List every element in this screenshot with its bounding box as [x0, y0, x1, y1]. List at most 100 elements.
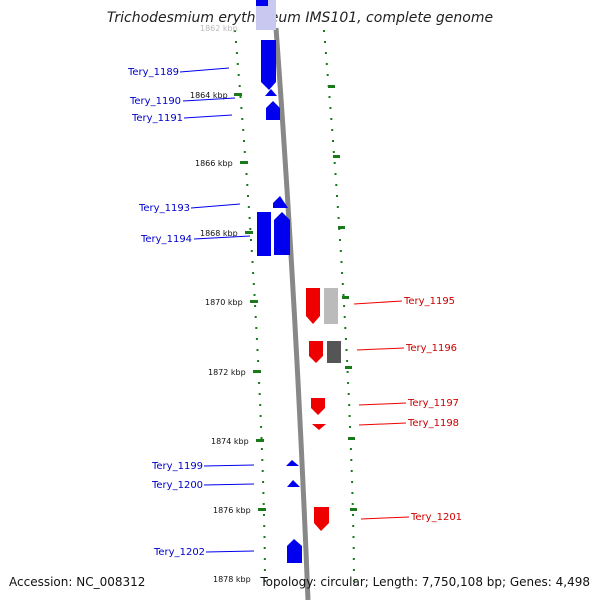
track-dot — [263, 525, 266, 527]
track-dot — [239, 96, 242, 98]
left-gene-labels: Tery_1189 Tery_1190 Tery_1191 Tery_1193 … — [127, 67, 205, 558]
gene-tery-1194a[interactable] — [257, 212, 271, 256]
track-dot — [234, 30, 236, 32]
gene-tery-1193[interactable] — [273, 196, 288, 208]
track-dot — [255, 338, 258, 340]
tick-label-1868: 1868 kbp — [200, 229, 238, 238]
track-dot — [236, 63, 239, 65]
track-dot — [352, 514, 354, 516]
label-tery-1197[interactable]: Tery_1197 — [407, 398, 459, 409]
partial-tick-label: 1862 kbp — [200, 24, 238, 33]
tick-1872 — [253, 370, 261, 373]
label-tery-1190[interactable]: Tery_1190 — [129, 96, 181, 107]
track-dot — [243, 151, 246, 153]
track-dot — [344, 327, 347, 329]
gene-tery-1190[interactable] — [265, 89, 277, 96]
tick-label-1870: 1870 kbp — [205, 298, 243, 307]
track-dot — [336, 206, 339, 208]
track-dot — [334, 173, 337, 175]
track-dot — [242, 129, 245, 131]
right-gene-labels: Tery_1195 Tery_1196 Tery_1197 Tery_1198 … — [403, 296, 462, 523]
label-tery-1198[interactable]: Tery_1198 — [407, 418, 459, 429]
track-dot — [341, 283, 344, 285]
label-tery-1199[interactable]: Tery_1199 — [151, 461, 203, 472]
track-dot — [260, 426, 263, 428]
genome-summary-text: Topology: circular; Length: 7,750,108 bp… — [260, 575, 590, 589]
label-tery-1194[interactable]: Tery_1194 — [140, 234, 192, 245]
tick-label-1876: 1876 kbp — [213, 506, 251, 515]
track-dot — [262, 492, 265, 494]
track-dot — [235, 52, 238, 54]
label-tery-1191[interactable]: Tery_1191 — [131, 113, 183, 124]
track-dot — [243, 140, 245, 142]
track-dot — [350, 470, 353, 472]
track-dot — [263, 558, 266, 560]
track-dot — [346, 371, 349, 373]
gene-tery-1194[interactable] — [274, 212, 290, 255]
gene-tery-1199[interactable] — [286, 460, 299, 466]
gene-tery-1197[interactable] — [311, 398, 325, 415]
gene-tery-1202[interactable] — [287, 539, 302, 563]
gray-feature-1195 — [324, 288, 338, 324]
track-dot — [248, 217, 251, 219]
track-dot — [262, 503, 265, 505]
track-dot — [331, 129, 334, 131]
track-dot — [323, 30, 325, 32]
label-tery-1189[interactable]: Tery_1189 — [127, 67, 179, 78]
label-tery-1201[interactable]: Tery_1201 — [410, 512, 462, 523]
gray-feature-1196 — [327, 341, 341, 363]
track-dot — [351, 503, 354, 505]
track-dot — [249, 228, 252, 230]
label-tery-1202[interactable]: Tery_1202 — [153, 547, 205, 558]
track-dot — [263, 547, 266, 549]
track-dot — [260, 437, 263, 439]
track-dot — [344, 338, 347, 340]
gene-tery-1189[interactable] — [261, 40, 276, 90]
tick-1876 — [258, 508, 266, 511]
plus-strand-genes — [306, 288, 341, 531]
label-tery-1193[interactable]: Tery_1193 — [138, 203, 190, 214]
tick-label-1878: 1878 kbp — [213, 575, 251, 584]
track-dot — [250, 250, 253, 252]
track-dot — [246, 184, 249, 186]
scale-ticks: 1864 kbp 1866 kbp 1868 kbp 1870 kbp 1872… — [190, 91, 266, 584]
track-dot — [352, 547, 355, 549]
right-leader-lines — [353, 300, 410, 520]
track-dot — [258, 393, 261, 395]
gene-tery-1201[interactable] — [314, 507, 329, 531]
track-dot — [254, 316, 257, 318]
label-tery-1200[interactable]: Tery_1200 — [151, 480, 203, 491]
track-dot — [352, 569, 355, 571]
gene-tery-1200[interactable] — [287, 480, 300, 487]
track-dot — [328, 96, 331, 98]
track-dot — [259, 404, 262, 406]
tick-label-1864: 1864 kbp — [190, 91, 228, 100]
tick-1866 — [240, 161, 248, 164]
track-dot — [261, 470, 264, 472]
track-dot — [263, 536, 266, 538]
track-dot — [332, 151, 335, 153]
track-dot — [264, 580, 266, 582]
track-dot — [339, 250, 342, 252]
track-dot — [343, 305, 346, 307]
track-dot — [336, 195, 338, 197]
track-dot — [335, 184, 338, 186]
track-dot — [257, 360, 260, 362]
label-tery-1196[interactable]: Tery_1196 — [405, 343, 457, 354]
track-dot — [333, 162, 336, 164]
tick-1874 — [256, 439, 264, 442]
tick-1868 — [245, 231, 253, 234]
track-dot — [351, 481, 354, 483]
gene-tery-1195[interactable] — [306, 288, 320, 324]
track-dot — [241, 118, 244, 120]
gene-tery-1196[interactable] — [309, 341, 323, 363]
track-dot — [352, 525, 355, 527]
track-dot — [255, 327, 258, 329]
partial-gene-top — [256, 0, 268, 6]
track-dot — [263, 569, 266, 571]
label-tery-1195[interactable]: Tery_1195 — [403, 296, 455, 307]
gene-tery-1191[interactable] — [266, 101, 280, 120]
track-dot — [260, 448, 263, 450]
gene-tery-1198[interactable] — [312, 424, 326, 430]
